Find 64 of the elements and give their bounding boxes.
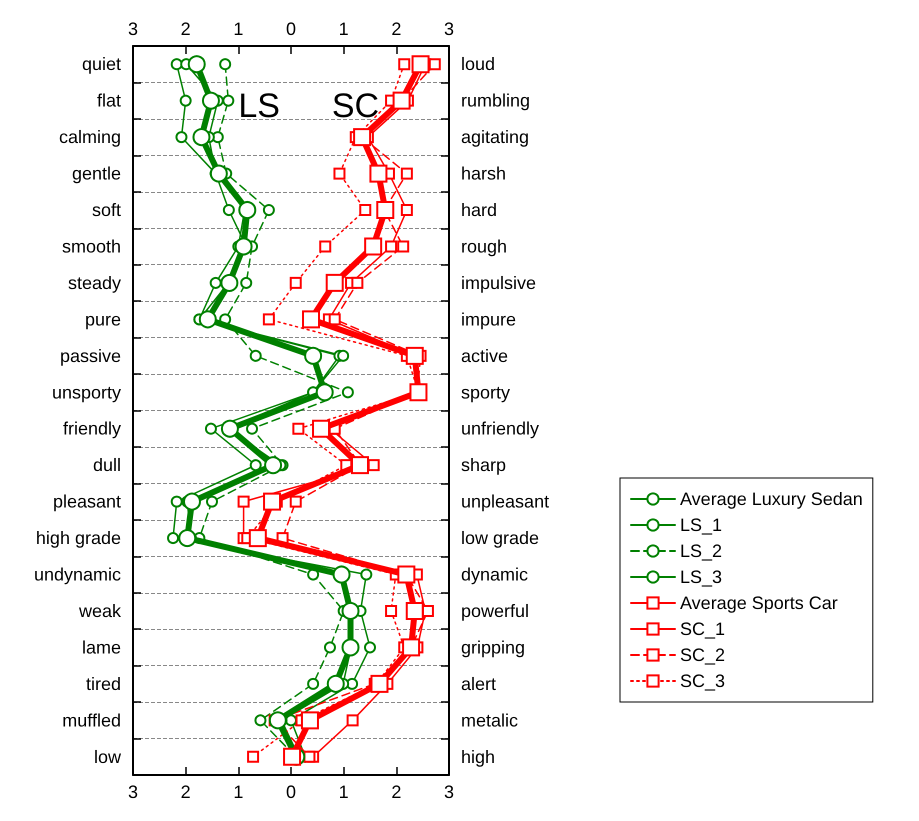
y2-tick-label: active <box>461 346 508 366</box>
y2-tick-label: unfriendly <box>461 418 540 439</box>
legend-label: SC_1 <box>680 619 726 639</box>
y-tick-label: lame <box>82 637 121 658</box>
y-tick-label: pleasant <box>52 492 121 512</box>
x-tick-label: 1 <box>338 782 349 802</box>
y2-tick-label: sporty <box>461 382 510 402</box>
x2-tick-label: 3 <box>444 19 454 39</box>
y2-tick-label: agitating <box>461 127 530 148</box>
y-tick-label: dull <box>92 455 121 476</box>
legend-label: SC_3 <box>680 671 726 691</box>
x2-tick-label: 3 <box>128 19 138 39</box>
y2-tick-label: low grade <box>461 528 540 548</box>
x-tick-label: 3 <box>128 782 138 802</box>
y-tick-label: passive <box>60 346 121 366</box>
y-tick-label: calming <box>58 127 121 148</box>
y2-tick-label: harsh <box>461 164 506 184</box>
y-tick-label: tired <box>86 674 121 694</box>
x-tick-label: 3 <box>444 782 454 802</box>
y-tick-label: high grade <box>36 528 121 548</box>
legend-label: SC_2 <box>680 645 726 665</box>
legend-label: LS_3 <box>680 567 722 587</box>
y-tick-label: friendly <box>62 418 121 439</box>
annotation: LS <box>238 87 280 125</box>
y-tick-label: weak <box>78 600 122 621</box>
legend-label: Average Sports Car <box>680 593 838 613</box>
y-tick-label: muffled <box>62 710 121 730</box>
legend-label: Average Luxury Sedan <box>680 489 863 509</box>
y2-tick-label: sharp <box>461 455 506 476</box>
y-tick-label: smooth <box>62 236 121 256</box>
legend-label: LS_2 <box>680 541 722 561</box>
x2-tick-label: 0 <box>286 19 296 39</box>
y2-tick-label: metalic <box>461 710 518 730</box>
y2-tick-label: loud <box>461 54 496 74</box>
y-tick-label: quiet <box>82 54 121 74</box>
y2-tick-label: impure <box>461 309 516 330</box>
x-tick-label: 1 <box>233 782 244 802</box>
y2-tick-label: impulsive <box>461 272 536 293</box>
x-tick-label: 2 <box>180 782 191 802</box>
y-tick-label: steady <box>68 272 121 293</box>
y-tick-label: pure <box>84 309 121 330</box>
y2-tick-label: powerful <box>461 600 530 621</box>
y-tick-label: gentle <box>72 164 121 184</box>
y2-tick-label: rough <box>461 236 508 256</box>
y-tick-label: soft <box>92 200 121 220</box>
y2-tick-label: alert <box>461 674 496 694</box>
x-tick-label: 2 <box>391 782 402 802</box>
y-tick-label: unsporty <box>52 382 121 402</box>
y-tick-label: undynamic <box>34 564 121 585</box>
y2-tick-label: rumbling <box>461 90 530 111</box>
x2-tick-label: 2 <box>391 19 402 39</box>
y2-tick-label: dynamic <box>461 564 528 585</box>
x-tick-label: 0 <box>286 782 296 802</box>
y2-tick-label: hard <box>461 200 498 220</box>
x2-tick-label: 1 <box>233 19 244 39</box>
x2-tick-label: 2 <box>180 19 191 39</box>
y2-tick-label: gripping <box>461 637 526 658</box>
annotation: SC <box>332 87 380 125</box>
y-tick-label: low <box>94 746 122 767</box>
legend-label: LS_1 <box>680 515 722 535</box>
y2-tick-label: unpleasant <box>461 492 550 512</box>
y-tick-label: flat <box>96 90 121 111</box>
y2-tick-label: high <box>461 746 496 767</box>
x2-tick-label: 1 <box>338 19 349 39</box>
